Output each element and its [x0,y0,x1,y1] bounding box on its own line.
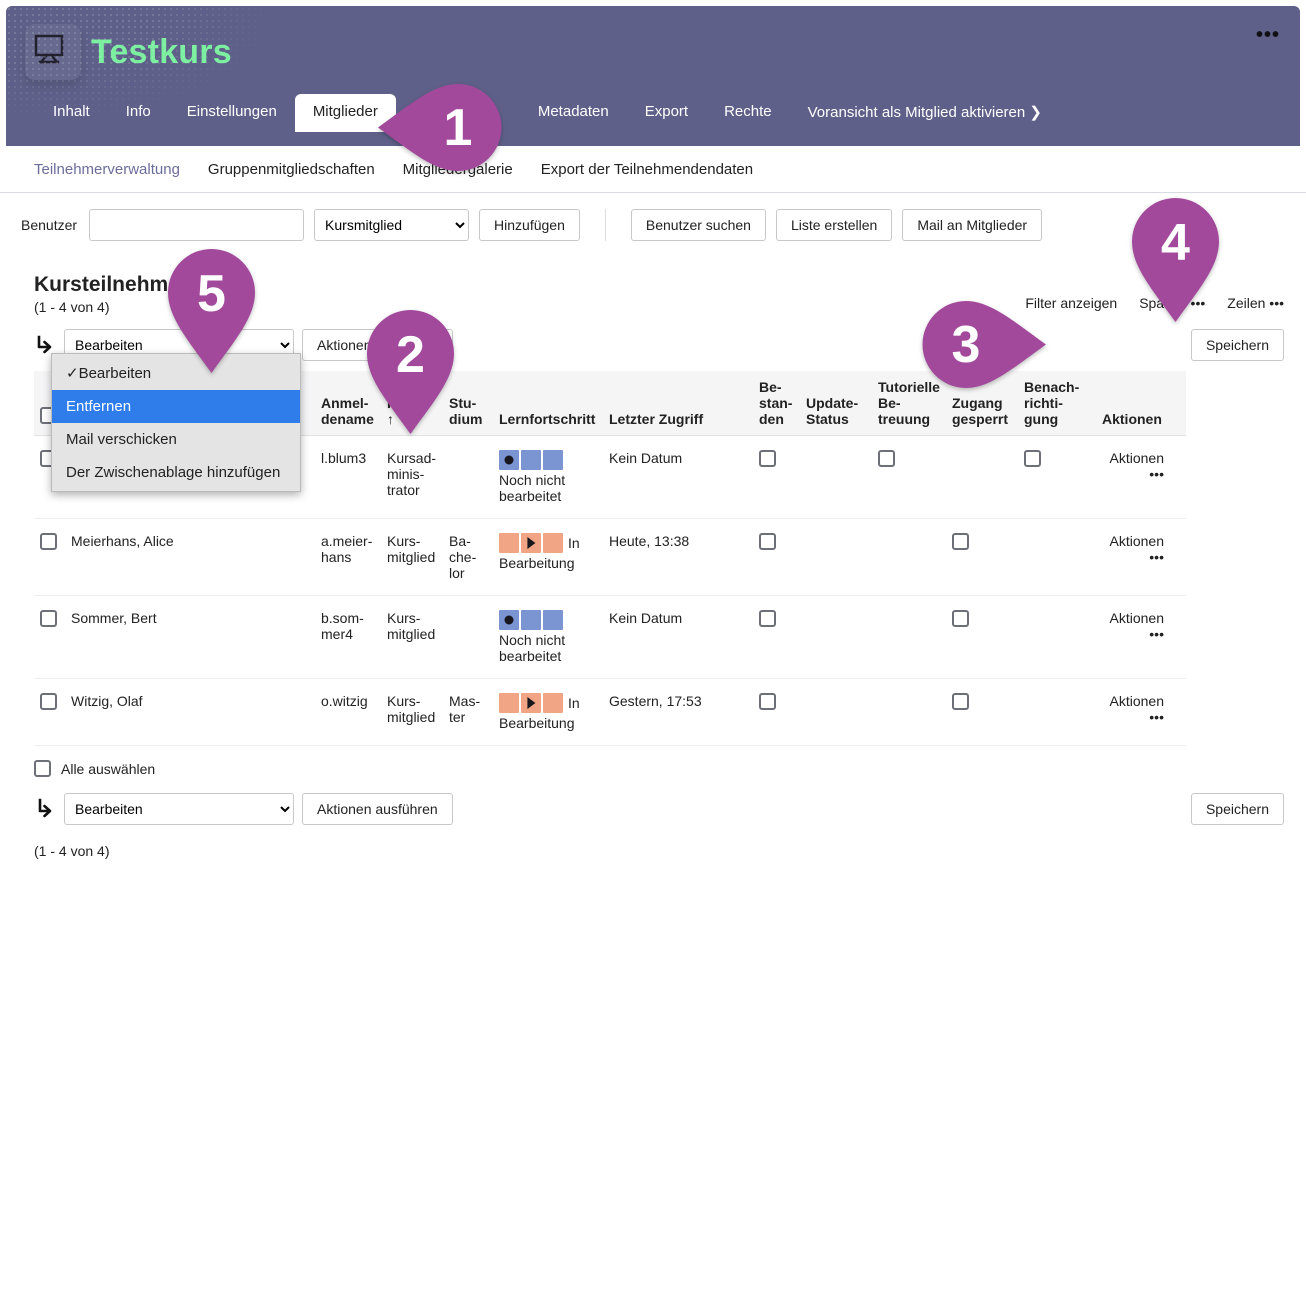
svg-text:1: 1 [444,99,473,157]
svg-text:5: 5 [197,265,226,323]
svg-text:2: 2 [396,326,425,384]
svg-text:4: 4 [1161,214,1190,272]
svg-text:3: 3 [952,316,981,374]
